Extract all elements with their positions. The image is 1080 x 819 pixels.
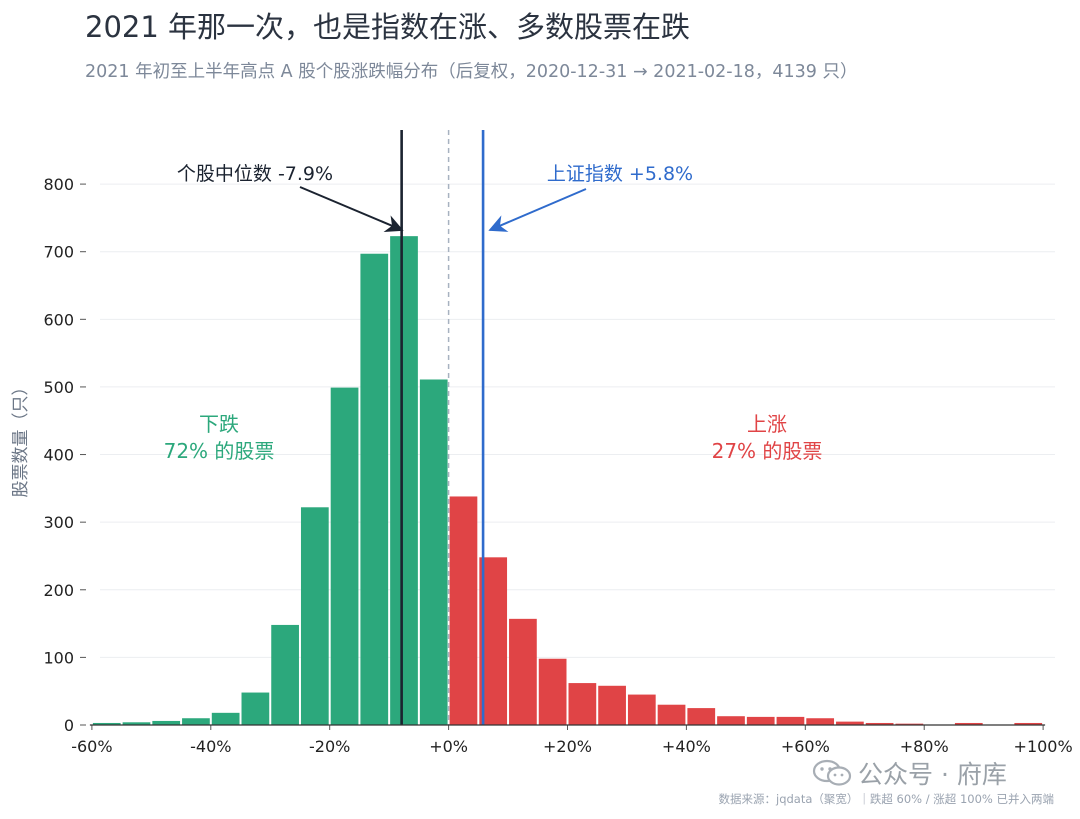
histogram-bar	[449, 496, 478, 725]
wechat-icon	[812, 759, 852, 793]
histogram-bar	[836, 721, 864, 725]
chart-title: 2021 年那一次，也是指数在涨、多数股票在跌	[85, 10, 691, 44]
y-tick-label: 300	[43, 513, 74, 532]
histogram-bar	[241, 692, 270, 725]
x-tick-label: +20%	[543, 737, 592, 756]
histogram-bar	[806, 718, 835, 725]
histogram-bar	[687, 708, 716, 725]
watermark: 公众号 · 府库	[812, 755, 1007, 793]
y-axis-label: 股票数量（只）	[11, 379, 31, 498]
histogram-bar	[865, 722, 894, 725]
histogram-bars	[92, 236, 1043, 725]
watermark-text: 公众号 · 府库	[858, 760, 1007, 789]
x-tick-label: +80%	[900, 737, 949, 756]
y-tick-label: 0	[64, 716, 74, 735]
grid-lines	[100, 183, 1055, 658]
histogram-bar	[717, 716, 745, 725]
histogram-bar	[152, 720, 181, 725]
down-region-pct: 72% 的股票	[164, 439, 275, 463]
x-tick-label: +0%	[429, 737, 468, 756]
y-tick-label: 200	[43, 581, 74, 600]
median-label: 个股中位数 -7.9%	[177, 163, 333, 185]
histogram-bar	[746, 716, 775, 725]
histogram-bar	[390, 236, 418, 725]
x-tick-label: -40%	[190, 737, 231, 756]
histogram-bar	[598, 685, 626, 725]
x-tick-label: +60%	[781, 737, 830, 756]
data-source-note: 数据来源：jqdata（聚宽）｜跌超 60% / 涨超 100% 已并入两端	[718, 792, 1055, 806]
histogram-bar	[954, 722, 983, 725]
histogram-bar	[271, 624, 299, 725]
histogram-bar	[300, 507, 329, 725]
y-tick-label: 500	[43, 378, 74, 397]
histogram-bar	[895, 723, 924, 725]
y-tick-label: 700	[43, 243, 74, 262]
x-tick-label: +40%	[662, 737, 711, 756]
histogram-bar	[1014, 722, 1043, 725]
axes: 0 100 200 300 400 500 600 700 800 -60% -40% -20% +0%…	[43, 175, 1072, 756]
histogram-bar	[419, 379, 448, 725]
y-tick-label: 800	[43, 175, 74, 194]
median-arrow	[299, 186, 404, 233]
y-tick-label: 400	[43, 446, 74, 465]
index-arrow	[488, 188, 587, 232]
histogram-bar	[776, 716, 805, 725]
histogram-bar	[330, 387, 359, 725]
y-tick-label: 100	[43, 648, 74, 667]
histogram-bar	[211, 712, 240, 725]
histogram-bar	[568, 683, 597, 725]
histogram-bar	[122, 722, 151, 725]
index-label: 上证指数 +5.8%	[547, 163, 693, 185]
chart-subtitle: 2021 年初至上半年高点 A 股个股涨跌幅分布（后复权，2020-12-31 …	[85, 62, 858, 82]
up-region-pct: 27% 的股票	[712, 439, 823, 463]
up-region-label: 上涨	[747, 412, 787, 436]
histogram-bar	[92, 722, 121, 725]
x-tick-label: +100%	[1014, 737, 1073, 756]
y-tick-label: 600	[43, 310, 74, 329]
histogram-bar	[657, 704, 686, 725]
histogram-bar	[627, 694, 656, 725]
down-region-label: 下跌	[199, 412, 239, 436]
x-tick-label: -20%	[309, 737, 350, 756]
histogram-bar	[360, 253, 389, 725]
x-tick-label: -60%	[71, 737, 112, 756]
histogram-bar	[182, 718, 210, 725]
histogram-bar	[538, 658, 567, 725]
histogram-bar	[509, 618, 537, 725]
